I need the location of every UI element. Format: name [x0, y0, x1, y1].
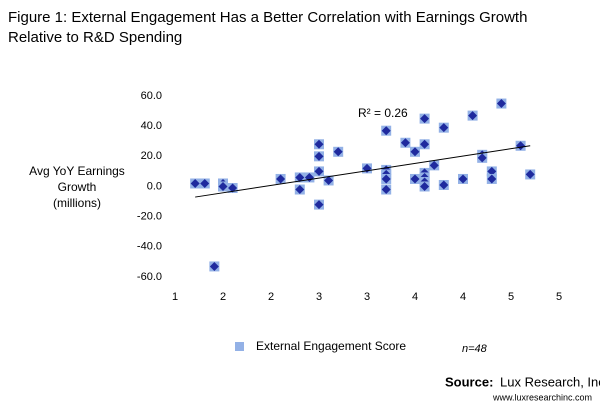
- point-core: [190, 178, 200, 188]
- point: [381, 125, 392, 136]
- point-core: [209, 261, 219, 271]
- note: n=48: [462, 343, 488, 355]
- point: [419, 113, 430, 124]
- point: [496, 98, 507, 109]
- point: [429, 160, 440, 171]
- point-core: [381, 174, 391, 184]
- legend-label: External Engagement Score: [256, 339, 406, 353]
- x-tick-label: 3: [364, 291, 370, 303]
- point: [381, 184, 392, 195]
- point-core: [276, 174, 286, 184]
- point-core: [496, 99, 506, 109]
- x-tick-label: 2: [220, 291, 226, 303]
- y-tick-label: 40.0: [141, 120, 162, 132]
- point: [467, 110, 478, 121]
- legend-marker: [235, 342, 244, 351]
- x-tick-label: 5: [556, 291, 562, 303]
- point-core: [381, 126, 391, 136]
- point: [486, 166, 497, 177]
- point-core: [410, 147, 420, 157]
- y-tick-label: -60.0: [137, 271, 162, 283]
- x-tick-label: 4: [460, 291, 466, 303]
- point-core: [333, 147, 343, 157]
- source-text: Lux Research, Inc.: [500, 374, 600, 389]
- point-core: [487, 174, 497, 184]
- y-axis-label: (millions): [53, 196, 101, 210]
- point: [400, 137, 411, 148]
- point: [410, 173, 420, 184]
- point: [458, 173, 468, 184]
- chart-title: Figure 1: External Engagement Has a Bett…: [8, 9, 527, 26]
- point-core: [228, 183, 238, 193]
- point: [438, 179, 449, 190]
- point: [438, 122, 449, 133]
- x-tick-label: 1: [172, 291, 178, 303]
- point: [314, 139, 324, 150]
- point-core: [381, 185, 391, 195]
- point: [525, 169, 536, 180]
- point: [294, 184, 305, 195]
- y-tick-label: -20.0: [137, 211, 162, 223]
- y-tick-label: 20.0: [141, 150, 162, 162]
- y-axis-label: Avg YoY Earnings: [29, 164, 125, 178]
- x-tick-label: 2: [268, 291, 274, 303]
- point: [275, 173, 286, 184]
- point: [314, 151, 324, 162]
- point-core: [420, 114, 430, 124]
- point-core: [314, 151, 324, 161]
- point-core: [200, 178, 210, 188]
- point: [209, 261, 220, 272]
- point: [314, 199, 324, 210]
- source-url: www.luxresearchinc.com: [492, 392, 592, 402]
- point: [227, 183, 238, 194]
- point: [515, 140, 526, 151]
- point-core: [400, 138, 410, 148]
- point: [381, 173, 392, 184]
- point: [314, 166, 324, 177]
- point: [333, 146, 344, 157]
- point: [419, 139, 430, 150]
- point: [199, 178, 210, 189]
- point-core: [314, 139, 324, 149]
- point-core: [458, 174, 468, 184]
- point: [362, 163, 372, 174]
- point-core: [295, 172, 305, 182]
- point: [477, 152, 488, 163]
- point-core: [314, 200, 324, 210]
- point-core: [324, 175, 334, 185]
- point: [294, 172, 305, 183]
- point-core: [420, 182, 430, 191]
- y-axis-label: Growth: [58, 180, 97, 194]
- point-core: [439, 180, 449, 190]
- point-core: [218, 182, 228, 191]
- y-tick-label: 0.0: [147, 180, 162, 192]
- source-label: Source:: [445, 374, 493, 389]
- y-tick-label: -40.0: [137, 241, 162, 253]
- point-core: [295, 185, 305, 195]
- point-core: [439, 123, 449, 133]
- point-core: [487, 166, 497, 176]
- trendline: [195, 145, 531, 198]
- point-core: [314, 166, 324, 176]
- point-core: [429, 160, 439, 170]
- point-core: [525, 169, 535, 179]
- x-tick-label: 5: [508, 291, 514, 303]
- x-tick-label: 3: [316, 291, 322, 303]
- x-tick-label: 4: [412, 291, 418, 303]
- point: [304, 172, 315, 183]
- point: [419, 181, 430, 192]
- point: [486, 173, 497, 184]
- point-core: [420, 139, 430, 149]
- point-core: [410, 174, 420, 184]
- point-core: [477, 153, 487, 163]
- annotation: R² = 0.26: [358, 106, 408, 120]
- point-core: [468, 111, 478, 121]
- point: [190, 178, 201, 189]
- chart-title: Relative to R&D Spending: [8, 29, 182, 46]
- y-tick-label: 60.0: [141, 90, 162, 102]
- point: [410, 146, 420, 157]
- point: [218, 181, 228, 192]
- point: [323, 175, 334, 186]
